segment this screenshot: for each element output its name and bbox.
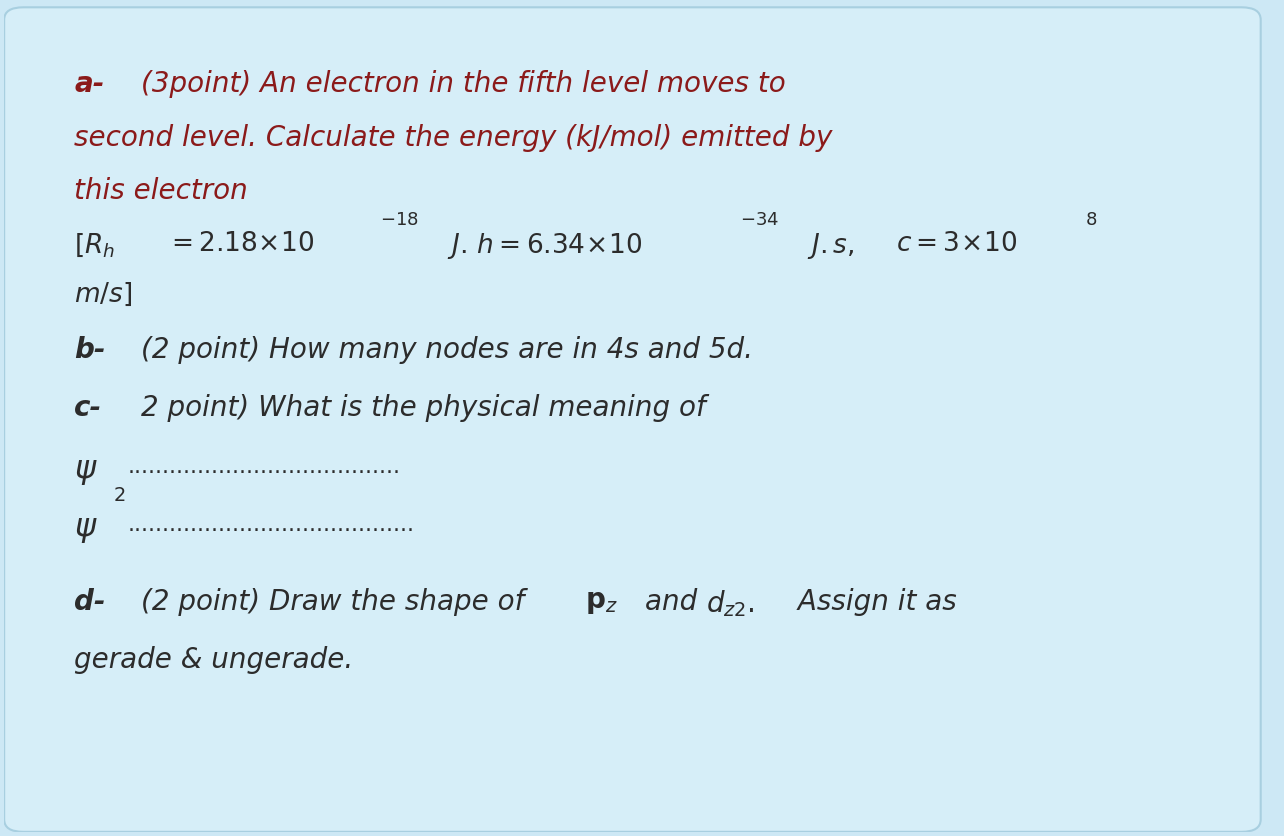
Text: b-: b-: [74, 335, 105, 363]
Text: this electron: this electron: [74, 176, 248, 204]
Text: $J.s,$: $J.s,$: [806, 231, 854, 261]
Text: and: and: [645, 588, 706, 615]
Text: $8$: $8$: [1085, 210, 1097, 228]
Text: $-18$: $-18$: [380, 210, 419, 228]
Text: $m/s]$: $m/s]$: [74, 281, 132, 308]
Text: $c = 3\!\times\!10$: $c = 3\!\times\!10$: [896, 231, 1017, 257]
Text: $d_{z2}.$: $d_{z2}.$: [706, 588, 755, 619]
Text: second level. Calculate the energy (kJ/mol) emitted by: second level. Calculate the energy (kJ/m…: [74, 125, 833, 152]
Text: d-: d-: [74, 588, 105, 615]
Text: .......................................: .......................................: [128, 457, 401, 477]
Text: $\mathbf{p}_z$: $\mathbf{p}_z$: [584, 588, 618, 615]
FancyBboxPatch shape: [4, 8, 1261, 832]
Text: 2 point) What is the physical meaning of: 2 point) What is the physical meaning of: [141, 393, 705, 421]
Text: $= 2.18\!\times\!10$: $= 2.18\!\times\!10$: [166, 231, 315, 257]
Text: (2 point) How many nodes are in 4s and 5d.: (2 point) How many nodes are in 4s and 5…: [141, 335, 752, 363]
Text: $\psi$: $\psi$: [74, 513, 98, 544]
Text: Assign it as: Assign it as: [788, 588, 957, 615]
Text: $2$: $2$: [113, 486, 125, 505]
Text: .........................................: ........................................…: [128, 515, 415, 535]
Text: $J.\,h = 6.34\!\times\!10$: $J.\,h = 6.34\!\times\!10$: [447, 231, 642, 261]
Text: c-: c-: [74, 393, 103, 421]
Text: (3point) An electron in the fifth level moves to: (3point) An electron in the fifth level …: [141, 70, 786, 99]
Text: a-: a-: [74, 70, 104, 99]
Text: (2 point) Draw the shape of: (2 point) Draw the shape of: [141, 588, 533, 615]
Text: $\psi$: $\psi$: [74, 456, 98, 487]
Text: $-34$: $-34$: [741, 210, 779, 228]
Text: gerade & ungerade.: gerade & ungerade.: [74, 645, 353, 674]
Text: $[R_h$: $[R_h$: [74, 231, 116, 259]
